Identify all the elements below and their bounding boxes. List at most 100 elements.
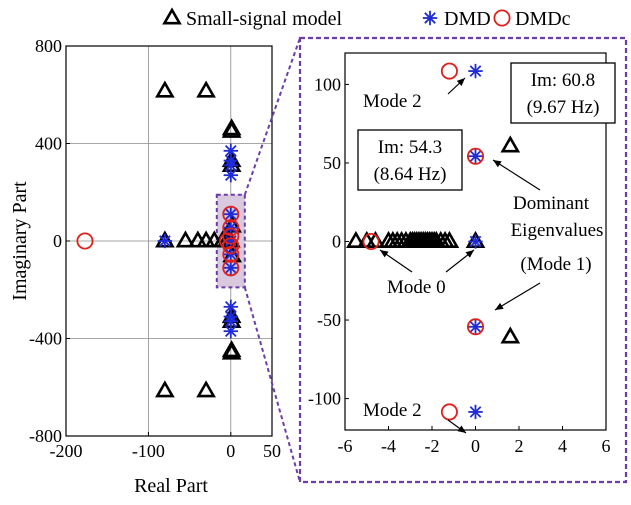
- dmdc-point: [440, 403, 458, 421]
- annotation-arrow: [494, 282, 541, 311]
- annotation-arrow-head: [456, 78, 465, 87]
- zoom-x-tick-label: -4: [381, 436, 396, 456]
- annotation-arrow: [379, 249, 413, 273]
- dmdc-point: [222, 205, 240, 223]
- dmd-point: [223, 247, 238, 262]
- dmd-point-stroke: [224, 169, 237, 182]
- zoomed-view-plot: -6 -4 -2 0 2 4 6 -100 -50 0 50 100 Mode 2 Mode 2 Im: 5…: [298, 36, 628, 484]
- annotation-arrow-head: [380, 250, 389, 258]
- x-tick-label: -100: [132, 441, 165, 461]
- dmdc-point: [219, 232, 237, 250]
- dmd-point: [468, 404, 483, 420]
- x-tick-label: 50: [263, 441, 281, 461]
- dmd-point-stroke: [224, 300, 237, 313]
- legend: Small-signal model DMD DMDc: [162, 7, 571, 30]
- annotation-box-right: [510, 62, 616, 124]
- annotation-arrow-head: [465, 250, 474, 258]
- dmd-point-stroke: [469, 65, 482, 77]
- annotation-dominant: Dominant: [513, 193, 590, 214]
- annotation-arrow-shaft: [494, 282, 541, 311]
- full-view-plot: -200 -100 0 50 -800 -400 0 400 800 Real Part Imagi…: [9, 36, 281, 497]
- y-tick-label: -400: [29, 329, 62, 349]
- dmd-point: [468, 319, 483, 334]
- x-tick-label: -200: [50, 441, 83, 461]
- legend-label: Small-signal model: [186, 8, 343, 30]
- dmd-point-stroke: [224, 261, 237, 274]
- dmd-point-stroke: [469, 406, 482, 418]
- dmd-point: [468, 149, 483, 164]
- dmd-point-stroke: [224, 248, 237, 261]
- small-signal-point: [155, 80, 175, 98]
- dmd-point-stroke: [469, 320, 482, 333]
- dmdc-point: [362, 232, 380, 250]
- dmdc-point: [466, 318, 484, 336]
- dmd-point: [223, 167, 238, 183]
- dmd-point-stroke: [224, 325, 237, 338]
- y-tick-label: 800: [35, 36, 62, 56]
- annotation-arrow-head: [457, 425, 466, 433]
- zoom-y-tick-label: -100: [308, 389, 341, 409]
- y-tick-label: 0: [53, 231, 62, 251]
- legend-marker-triangle: [162, 7, 182, 25]
- dmd-point-stroke: [159, 235, 171, 247]
- small-signal-point: [196, 80, 216, 98]
- dmdc-point: [222, 259, 240, 277]
- dmdc-point: [76, 232, 94, 250]
- zoom-y-tick-label: 0: [332, 232, 341, 252]
- small-signal-point: [221, 342, 242, 360]
- zoom-connector-line: [243, 287, 301, 483]
- legend-marker-asterisk: [422, 10, 438, 26]
- annotation-dominant: (Mode 1): [520, 254, 591, 275]
- zoom-connector: [243, 37, 301, 483]
- legend-marker-asterisk-stroke: [424, 12, 436, 24]
- zoom-x-tick-label: -2: [425, 436, 440, 456]
- annotation-arrow-shaft: [492, 159, 541, 191]
- dmdc-point: [222, 219, 240, 237]
- dmd-point-stroke: [224, 144, 237, 157]
- legend-label: DMDc: [515, 8, 571, 30]
- dmd-point-stroke: [224, 315, 237, 328]
- dmd-point-stroke: [224, 208, 237, 221]
- zoom-y-tick-label: -50: [317, 310, 341, 330]
- dmd-point: [223, 260, 238, 276]
- small-signal-point: [346, 230, 366, 248]
- annotation-box-left-text: Im: 54.3: [378, 137, 442, 158]
- annotation-arrow-head: [495, 302, 504, 310]
- dmd-point: [468, 63, 483, 79]
- x-axis-label: Real Part: [134, 475, 208, 497]
- annotation-arrow: [447, 419, 467, 434]
- y-tick-label: 400: [35, 134, 62, 154]
- zoom-x-tick-label: 2: [515, 436, 524, 456]
- dmd-point-stroke: [224, 159, 237, 172]
- small-signal-point: [500, 135, 521, 153]
- dmd-point: [223, 206, 238, 222]
- y-tick-label: -800: [29, 426, 62, 446]
- small-signal-point: [155, 380, 175, 398]
- zoom-x-tick-label: 0: [471, 436, 480, 456]
- x-tick-label: 0: [226, 441, 235, 461]
- y-axis-label: Imaginary Part: [9, 181, 31, 301]
- legend-marker-circle: [493, 9, 511, 27]
- small-signal-point: [439, 230, 460, 248]
- small-signal-point: [221, 120, 242, 138]
- dmdc-point: [440, 62, 458, 80]
- dmdc-point: [222, 227, 240, 245]
- annotation-dominant: Eigenvalues: [511, 220, 604, 241]
- dmd-point: [468, 234, 483, 249]
- zoom-x-tick-label: 6: [602, 436, 611, 456]
- dmd-point: [223, 220, 238, 235]
- dmdc-point: [466, 147, 484, 165]
- small-signal-point: [196, 380, 216, 398]
- zoom-y-tick-label: 50: [323, 153, 341, 173]
- annotation-arrow: [447, 77, 466, 95]
- annotation-mode2-bottom: Mode 2: [363, 400, 422, 421]
- dmd-point: [157, 233, 173, 249]
- legend-label: DMD: [444, 8, 491, 30]
- annotation-mode2-top: Mode 2: [363, 91, 422, 112]
- annotation-arrow-head: [493, 160, 502, 168]
- annotation-arrow: [445, 249, 475, 273]
- annotation-mode0: Mode 0: [387, 277, 446, 298]
- zoom-y-tick-label: 100: [314, 74, 341, 94]
- small-signal-point: [500, 326, 521, 344]
